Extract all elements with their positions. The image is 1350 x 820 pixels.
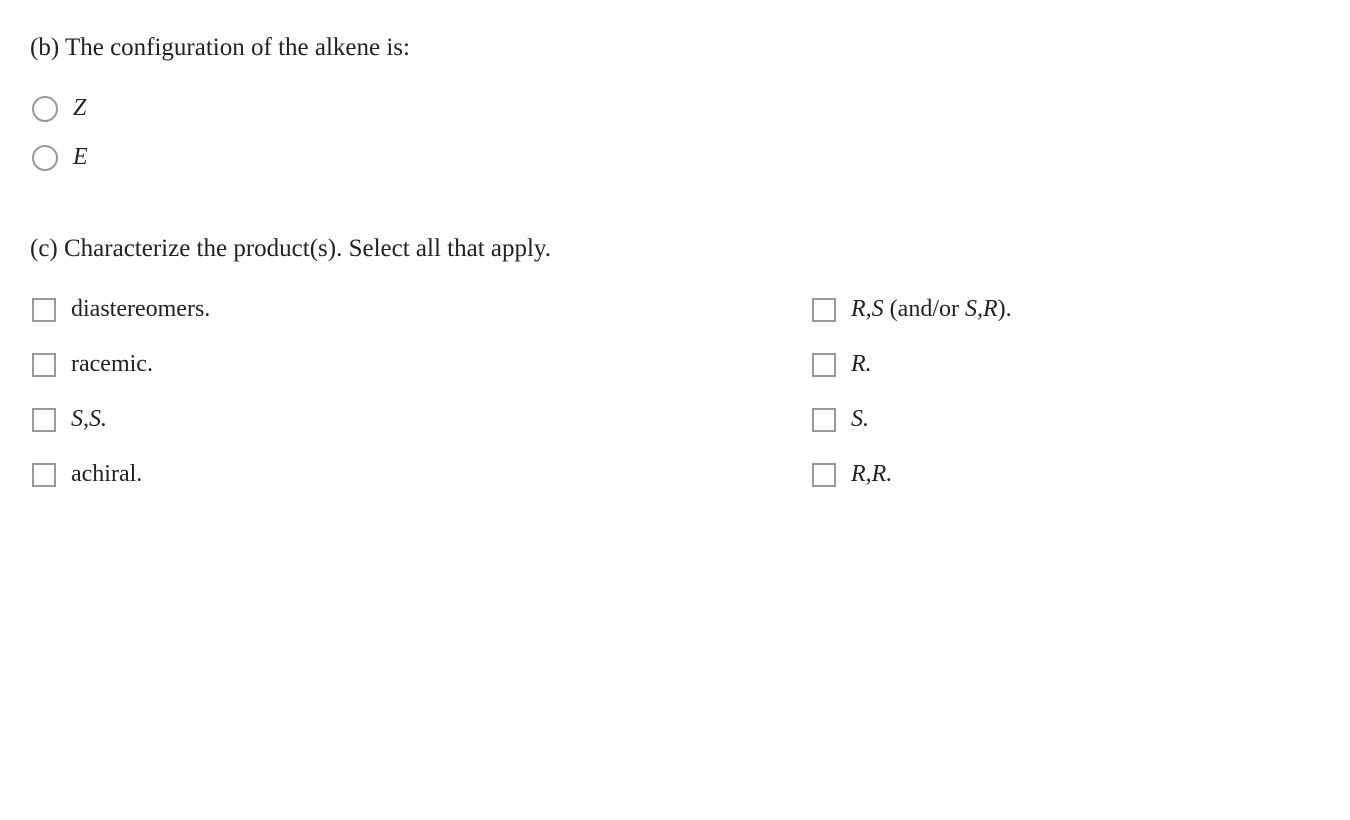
checkbox-label: R,R. [851, 461, 892, 488]
checkbox-label: diastereomers. [71, 296, 210, 323]
checkbox-box-icon[interactable] [32, 463, 56, 487]
question-c-prompt: (c) Characterize the product(s). Select … [30, 231, 1320, 266]
checkbox-box-icon[interactable] [32, 408, 56, 432]
question-b: (b) The configuration of the alkene is: … [30, 30, 1320, 171]
checkbox-option-rr[interactable]: R,R. [632, 461, 1232, 488]
radio-label: Z [73, 95, 86, 122]
checkbox-option-achiral[interactable]: achiral. [32, 461, 632, 488]
checkbox-option-rs-sr[interactable]: R,S (and/or S,R). [632, 296, 1232, 323]
checkbox-box-icon[interactable] [32, 353, 56, 377]
question-c-options: diastereomers. R,S (and/or S,R). racemic… [32, 296, 1232, 488]
checkbox-option-r[interactable]: R. [632, 351, 1232, 378]
checkbox-option-racemic[interactable]: racemic. [32, 351, 632, 378]
checkbox-box-icon[interactable] [812, 408, 836, 432]
radio-option-z[interactable]: Z [32, 95, 1320, 122]
checkbox-label: R. [851, 351, 872, 378]
checkbox-option-ss[interactable]: S,S. [32, 406, 632, 433]
checkbox-label: S. [851, 406, 869, 433]
radio-option-e[interactable]: E [32, 144, 1320, 171]
question-c: (c) Characterize the product(s). Select … [30, 231, 1320, 488]
checkbox-label: S,S. [71, 406, 107, 433]
radio-label: E [73, 144, 88, 171]
radio-circle-icon[interactable] [32, 145, 58, 171]
checkbox-option-diastereomers[interactable]: diastereomers. [32, 296, 632, 323]
checkbox-box-icon[interactable] [32, 298, 56, 322]
checkbox-label: achiral. [71, 461, 142, 488]
checkbox-label: R,S (and/or S,R). [851, 296, 1012, 323]
question-b-options: Z E [32, 95, 1320, 171]
checkbox-option-s[interactable]: S. [632, 406, 1232, 433]
checkbox-box-icon[interactable] [812, 353, 836, 377]
radio-circle-icon[interactable] [32, 96, 58, 122]
checkbox-label: racemic. [71, 351, 153, 378]
checkbox-box-icon[interactable] [812, 463, 836, 487]
question-b-prompt: (b) The configuration of the alkene is: [30, 30, 1320, 65]
checkbox-box-icon[interactable] [812, 298, 836, 322]
